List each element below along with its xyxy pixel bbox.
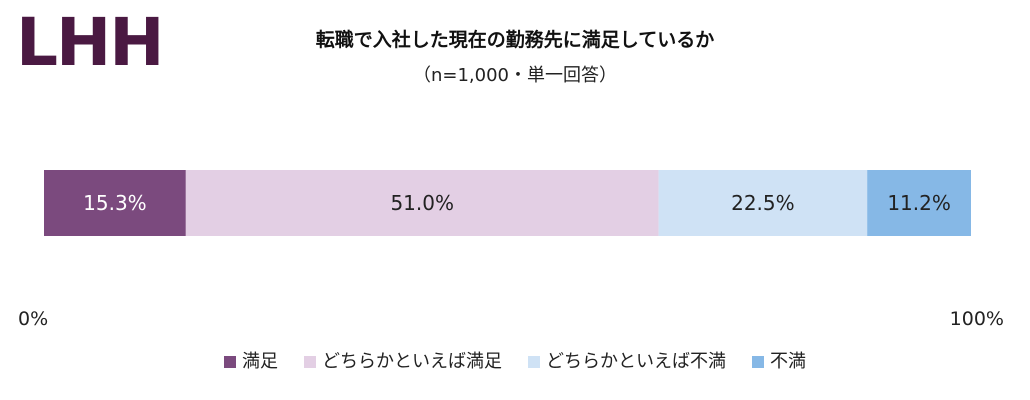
bar-segment (658, 170, 868, 236)
legend-label: どちらかといえば満足 (322, 351, 502, 372)
bar-segment (185, 170, 659, 236)
brand-logo: LHH (16, 4, 165, 81)
bar-data-label: 11.2% (887, 191, 951, 215)
chart-title: 転職で入社した現在の勤務先に満足しているか (315, 29, 715, 51)
legend-item: どちらかといえば不満 (528, 350, 726, 374)
legend-swatch (304, 356, 316, 368)
bar-segment (44, 170, 186, 236)
bar-data-label: 51.0% (390, 191, 454, 215)
chart-legend: 満足 どちらかといえば満足 どちらかといえば不満 不満 (0, 350, 1030, 374)
bar-data-label: 22.5% (731, 191, 795, 215)
stacked-bar-chart: 15.3% 51.0% 22.5% 11.2% (44, 170, 971, 236)
legend-swatch (528, 356, 540, 368)
legend-item: 満足 (224, 350, 278, 374)
legend-item: どちらかといえば満足 (304, 350, 502, 374)
legend-swatch (752, 356, 764, 368)
legend-item: 不満 (752, 350, 806, 374)
axis-tick-min: 0% (18, 308, 49, 330)
legend-label: 不満 (770, 351, 806, 372)
bar-data-label: 15.3% (83, 191, 147, 215)
legend-label: どちらかといえば不満 (546, 351, 726, 372)
chart-subtitle: （n=1,000・単一回答） (412, 65, 618, 86)
legend-swatch (224, 356, 236, 368)
bar-segment (867, 170, 971, 236)
axis-tick-max: 100% (949, 308, 1004, 330)
legend-label: 満足 (242, 351, 278, 372)
